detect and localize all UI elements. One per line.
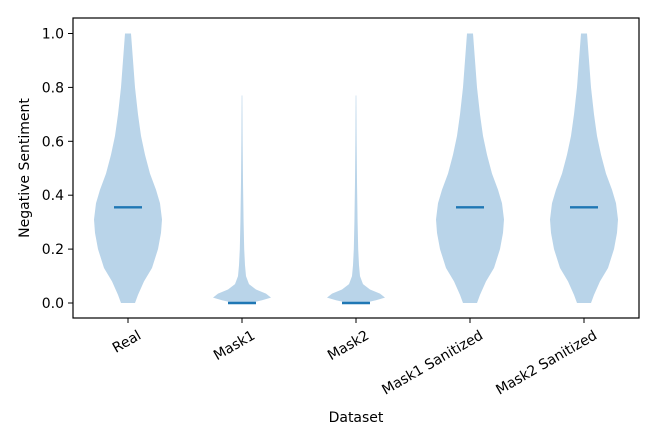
violin-mask2-sanitized [550, 33, 618, 303]
violin-mask1-sanitized [436, 33, 504, 303]
x-tick-label: Mask2 Sanitized [493, 328, 600, 399]
x-axis-title: Dataset [329, 410, 384, 426]
violin-mask1 [213, 95, 271, 303]
x-tick-label: Real [110, 328, 144, 357]
x-tick-label: Mask2 [325, 328, 372, 364]
y-tick-label: 1.0 [42, 27, 64, 43]
violin-mask2 [327, 95, 385, 303]
violin-real [94, 33, 162, 303]
x-tick-label: Mask1 [211, 328, 258, 364]
y-axis: 0.0 0.2 0.4 0.6 0.8 1.0 [42, 27, 73, 312]
y-tick-label: 0.0 [42, 296, 64, 312]
y-tick-label: 0.2 [42, 242, 64, 258]
y-tick-label: 0.8 [42, 80, 64, 96]
violins [94, 33, 618, 303]
y-tick-label: 0.4 [42, 188, 64, 204]
y-axis-title: Negative Sentiment [17, 98, 33, 238]
x-axis: Real Mask1 Mask2 Mask1 Sanitized Mask2 Sanit… [110, 318, 600, 398]
x-tick-label: Mask1 Sanitized [379, 328, 486, 399]
median-lines [114, 206, 598, 305]
y-tick-label: 0.6 [42, 134, 64, 150]
